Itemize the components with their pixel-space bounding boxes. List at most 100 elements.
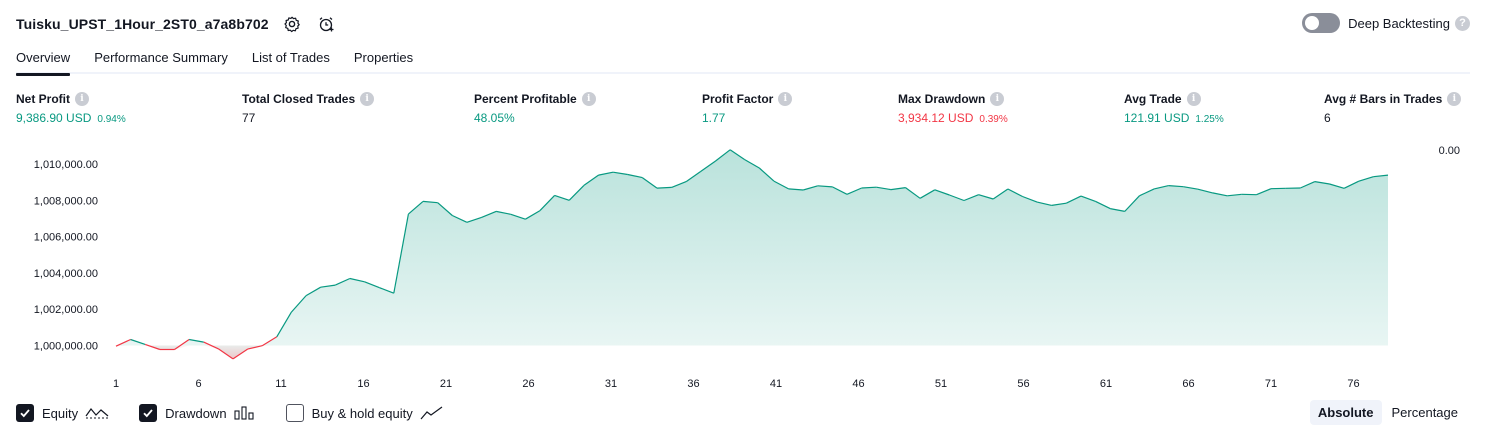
x-axis-tick: 36	[687, 378, 699, 390]
toggle-knob	[1305, 16, 1320, 30]
equity-line-segment	[583, 174, 599, 186]
x-axis: 1 6 11 16 21 26 31 36 41 46 51 56 61 66 71 76	[113, 378, 1360, 390]
metric-value-text: 77	[242, 111, 256, 125]
equity-negative-area	[116, 345, 1388, 359]
equity-line-segment	[1212, 192, 1228, 197]
equity-line-segment	[115, 338, 131, 347]
x-axis-tick: 56	[1017, 378, 1029, 390]
equity-line-segment	[554, 194, 570, 201]
info-icon[interactable]: i	[360, 92, 375, 106]
metric-percent: 0.39%	[979, 114, 1008, 125]
buy-hold-line-icon	[420, 406, 444, 420]
left-axis-tick: 1,004,000.00	[34, 268, 98, 280]
deep-backtesting-toggle[interactable]	[1302, 13, 1341, 33]
equity-line-segment	[466, 216, 482, 223]
equity-line-segment	[1183, 186, 1199, 190]
equity-line-segment	[217, 348, 234, 360]
equity-line-segment	[1329, 183, 1345, 189]
info-icon[interactable]: i	[990, 92, 1005, 106]
metric-label-text: Net Profit	[16, 92, 70, 106]
equity-line-segment	[408, 200, 424, 215]
metric-profit-factor: Profit Factor i 1.77	[702, 92, 793, 125]
strategy-header: Tuisku_UPST_1Hour_2ST0_a7a8b702	[16, 12, 337, 36]
equity-line-segment	[247, 345, 263, 350]
equity-line-segment	[495, 210, 511, 215]
deep-backtesting-label: Deep Backtesting	[1348, 15, 1450, 31]
gear-icon[interactable]	[281, 13, 303, 35]
equity-line-segment	[145, 343, 161, 351]
metric-value-text: 6	[1324, 111, 1331, 125]
left-axis: 1,010,000.00 1,008,000.00 1,006,000.00 1,00…	[34, 159, 98, 353]
help-icon[interactable]: ?	[1455, 15, 1470, 31]
info-icon[interactable]: i	[778, 92, 793, 106]
equity-line-segment	[1007, 188, 1023, 198]
tab-performance-summary[interactable]: Performance Summary	[94, 50, 228, 65]
equity-line-segment	[641, 177, 658, 189]
equity-line-segment	[671, 181, 687, 188]
equity-line-segment	[1110, 208, 1125, 212]
metric-value: 48.05%	[474, 111, 596, 125]
equity-line-segment	[1051, 202, 1067, 206]
equity-line-segment	[1139, 188, 1155, 197]
equity-line-segment	[1080, 195, 1096, 202]
metric-value: 6	[1324, 111, 1461, 125]
info-icon[interactable]: i	[1447, 92, 1462, 106]
info-icon[interactable]: i	[75, 92, 89, 106]
x-axis-tick: 76	[1347, 378, 1359, 390]
metric-value-text: 48.05%	[474, 111, 515, 125]
right-axis-tick: 0.00	[1439, 145, 1460, 157]
equity-line-segment	[422, 200, 438, 204]
x-axis-tick: 46	[852, 378, 864, 390]
drawdown-checkbox[interactable]	[139, 404, 158, 422]
tab-overview[interactable]: Overview	[16, 44, 71, 76]
equity-line-segment	[188, 338, 204, 343]
metric-percent: 1.25%	[1195, 114, 1224, 125]
buy-hold-checkbox[interactable]	[285, 404, 304, 422]
equity-line-segment	[320, 284, 336, 288]
metric-value: 1.77	[702, 111, 792, 125]
metric-label-text: Max Drawdown	[898, 92, 986, 106]
legend-equity-label: Equity	[42, 405, 79, 421]
equity-checkbox[interactable]	[16, 404, 34, 422]
equity-line-segment	[305, 286, 321, 297]
equity-line-segment	[846, 187, 862, 195]
legend-buy-hold[interactable]: Buy & hold equity	[285, 404, 444, 422]
equity-line-segment	[1124, 195, 1140, 212]
info-icon[interactable]: i	[1186, 92, 1201, 106]
equity-area	[116, 149, 1388, 359]
deep-backtesting: Deep Backtesting ?	[1302, 13, 1470, 33]
legend-equity[interactable]: Equity	[16, 404, 109, 422]
metrics-row: Net Profit i 9,386.90 USD 0.94% Total Clos…	[16, 92, 1470, 132]
tab-properties[interactable]: Properties	[353, 50, 414, 65]
legend-drawdown-label: Drawdown	[165, 405, 227, 421]
equity-line-segment	[335, 277, 351, 286]
mode-percentage[interactable]: Percentage	[1391, 405, 1459, 420]
legend-drawdown[interactable]: Drawdown	[139, 404, 255, 422]
metric-avg-bars-in-trades: Avg # Bars in Trades i 6	[1324, 92, 1462, 125]
equity-line-segment	[832, 186, 848, 195]
tab-list-of-trades[interactable]: List of Trades	[251, 50, 330, 65]
equity-line-segment	[481, 210, 497, 218]
metric-avg-trade: Avg Trade i 121.91 USD 1.25%	[1124, 92, 1224, 125]
equity-line-segment	[130, 338, 146, 345]
x-axis-tick: 66	[1182, 378, 1194, 390]
add-alert-clock-icon[interactable]	[315, 13, 337, 35]
metric-label: Percent Profitable i	[474, 92, 596, 106]
metric-value-text: 3,934.12 USD	[898, 111, 974, 125]
equity-line-segment	[290, 295, 307, 313]
equity-line-segment	[919, 189, 936, 199]
equity-drawdown-chart[interactable]: 1,010,000.00 1,008,000.00 1,006,000.00 1,00…	[0, 140, 1486, 396]
metric-label: Max Drawdown i	[898, 92, 1008, 106]
metric-label-text: Total Closed Trades	[242, 92, 356, 106]
equity-line-segment	[744, 159, 760, 169]
equity-line-segment	[627, 173, 643, 179]
equity-line-segment	[685, 170, 702, 183]
x-axis-tick: 41	[770, 378, 782, 390]
metric-label: Avg Trade i	[1124, 92, 1224, 106]
equity-line-segment	[378, 287, 395, 294]
equity-line-segment	[1256, 188, 1272, 196]
info-icon[interactable]: i	[581, 92, 596, 106]
mode-absolute[interactable]: Absolute	[1309, 400, 1382, 425]
left-axis-tick: 1,002,000.00	[34, 304, 98, 316]
x-axis-tick: 16	[357, 378, 369, 390]
